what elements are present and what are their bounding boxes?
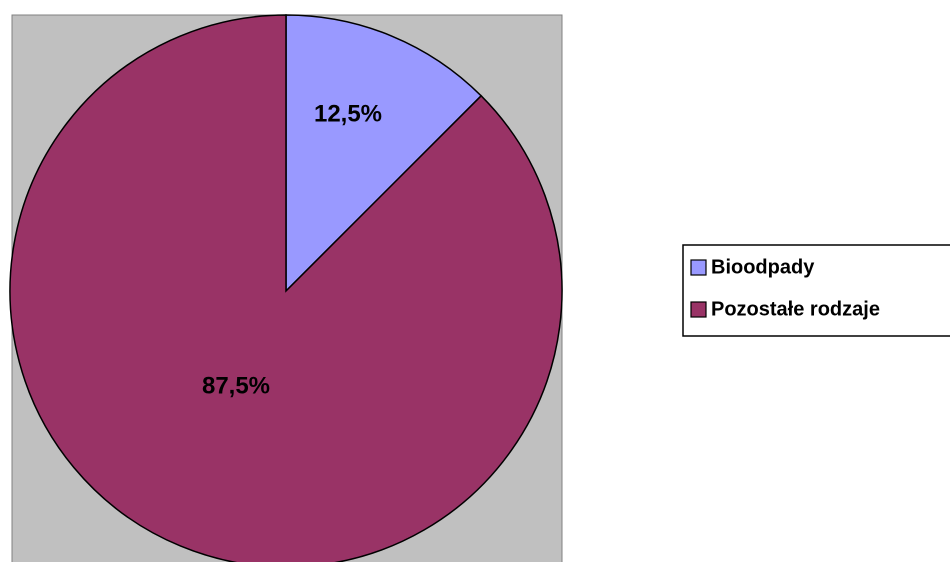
- legend-swatch: [690, 259, 707, 276]
- legend-swatch: [690, 301, 707, 318]
- legend: [682, 244, 950, 337]
- legend-label: Pozostałe rodzaje: [711, 298, 880, 320]
- pie-slice: [9, 14, 563, 562]
- pie-slice: [285, 14, 483, 293]
- data-label: 12,5%: [314, 100, 382, 127]
- data-label: 87,5%: [202, 372, 270, 399]
- legend-label: Bioodpady: [711, 256, 815, 278]
